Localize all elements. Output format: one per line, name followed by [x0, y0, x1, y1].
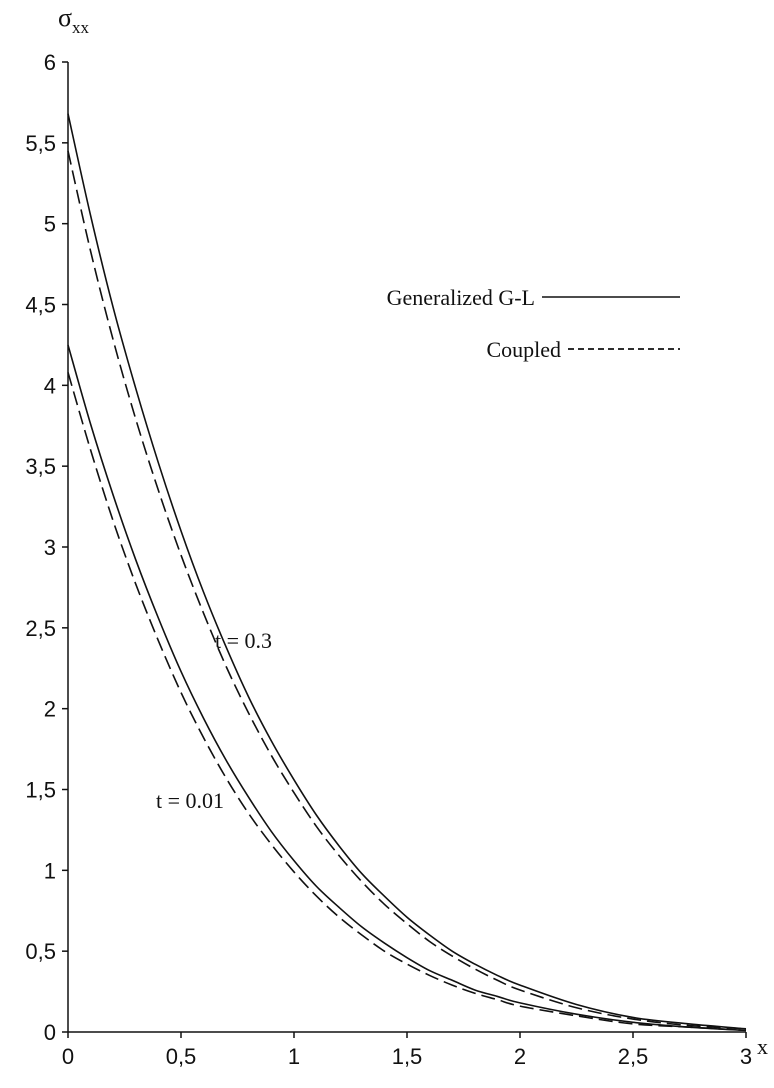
y-tick-label: 6	[44, 50, 56, 75]
y-axis-label: σxx	[58, 3, 90, 37]
series-line-solid-0	[67, 113, 747, 1030]
x-tick-label: 0,5	[166, 1044, 197, 1069]
annotation-t-0-01: t = 0.01	[156, 788, 224, 813]
y-tick-label: 5	[44, 212, 56, 237]
y-tick-label: 4,5	[25, 293, 56, 318]
y-tick-label: 0	[44, 1020, 56, 1045]
y-tick-label: 3,5	[25, 454, 56, 479]
y-tick-label: 3	[44, 535, 56, 560]
y-tick-label: 2	[44, 697, 56, 722]
axis-ticks: 0 0,5 1 1,5 2 2,5 3 3,5 4 4,5 5 5,5 6 0 0,5 1 1,5 2 2,5 3	[25, 50, 752, 1069]
y-tick-label: 1	[44, 858, 56, 883]
y-tick-label: 0,5	[25, 939, 56, 964]
x-axis-label: x	[757, 1034, 768, 1059]
legend-label-generalized: Generalized G-L	[387, 285, 535, 310]
x-tick-label: 0	[62, 1044, 74, 1069]
x-tick-label: 2,5	[618, 1044, 649, 1069]
y-axis-label-main: σ	[58, 3, 72, 32]
annotation-t-0-3: t = 0.3	[215, 628, 272, 653]
x-tick-label: 2	[514, 1044, 526, 1069]
x-tick-label: 1,5	[392, 1044, 423, 1069]
y-tick-label: 5,5	[25, 131, 56, 156]
legend-label-coupled: Coupled	[486, 337, 561, 362]
y-tick-label: 4	[44, 373, 56, 398]
x-tick-label: 1	[288, 1044, 300, 1069]
y-tick-label: 2,5	[25, 616, 56, 641]
x-tick-label: 3	[740, 1044, 752, 1069]
series-line-dashed-3	[67, 372, 747, 1032]
series-line-solid-2	[67, 344, 747, 1032]
y-axis-label-sub: xx	[72, 18, 90, 37]
series-line-dashed-1	[67, 150, 747, 1030]
legend: Generalized G-L Coupled	[387, 285, 680, 362]
y-tick-label: 1,5	[25, 778, 56, 803]
series-lines	[67, 113, 747, 1032]
